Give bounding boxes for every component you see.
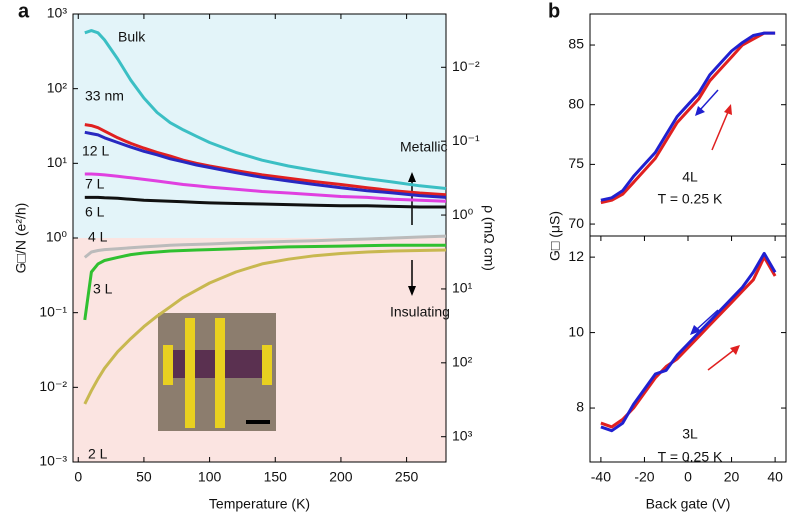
series-label: 2 L: [88, 446, 108, 462]
annotation: T = 0.25 K: [658, 449, 723, 465]
x-tick-label: 250: [395, 469, 419, 485]
x-tick-label: 100: [198, 469, 222, 485]
y2-tick-label: 10⁻²: [452, 58, 480, 74]
x-tick-label: -20: [634, 469, 654, 485]
series-line: [84, 195, 446, 209]
y2-tick-label: 10⁰: [452, 206, 474, 222]
arrows: [408, 89, 740, 371]
series-line: [83, 248, 447, 405]
panel-label: b: [548, 0, 560, 22]
y-tick-label: 10⁻¹: [39, 303, 67, 319]
y-axis-label: G□/N (e²/h): [13, 203, 29, 274]
x-axis-label: Back gate (V): [646, 496, 731, 512]
annotation: Insulating: [390, 304, 450, 320]
y-tick-label: 10⁻³: [39, 453, 67, 469]
x-tick-label: 150: [264, 469, 288, 485]
y-tick-label: 10²: [47, 79, 68, 95]
y2-tick-label: 10²: [452, 354, 473, 370]
y-tick-label: 8: [576, 399, 584, 415]
x-tick-label: 50: [136, 469, 152, 485]
y-tick-label: 80: [568, 95, 584, 111]
x-tick-label: 20: [724, 469, 740, 485]
x-tick-label: 0: [684, 469, 692, 485]
y-tick-label: 85: [568, 36, 584, 52]
y-tick-label: 10³: [47, 5, 68, 21]
x-tick-label: 40: [767, 469, 783, 485]
series-line: [600, 251, 777, 433]
inset-image: [158, 313, 276, 431]
series-line: [600, 31, 776, 202]
y-tick-label: 10¹: [47, 154, 68, 170]
y-tick-label: 70: [568, 215, 584, 231]
y-axis-label: G□ (μS): [547, 211, 563, 261]
x-tick-label: 200: [329, 469, 353, 485]
series-label: 12 L: [82, 143, 109, 159]
y-tick-label: 75: [568, 155, 584, 171]
y-tick-label: 12: [568, 248, 584, 264]
series-label: 33 nm: [85, 88, 124, 104]
y-tick-label: 10⁻²: [39, 378, 67, 394]
series-label: 4 L: [88, 229, 108, 245]
series-label: Bulk: [118, 29, 146, 45]
y2-tick-label: 10³: [452, 427, 473, 443]
series-line: [84, 130, 447, 199]
series-line: [83, 234, 447, 259]
series-line: [600, 31, 776, 205]
series-label: 6 L: [85, 204, 105, 220]
series-line: [84, 123, 447, 197]
y-tick-label: 10: [568, 323, 584, 339]
x-axis-label: Temperature (K): [209, 496, 310, 512]
annotation: 3L: [682, 426, 698, 442]
y2-tick-label: 10¹: [452, 280, 473, 296]
series-line: [84, 172, 447, 203]
panel-label: a: [18, 0, 30, 22]
annotation: 4L: [682, 169, 698, 185]
annotation: T = 0.25 K: [658, 191, 723, 207]
series-line: [84, 29, 447, 190]
series-label: 7 L: [85, 176, 105, 192]
y-tick-label: 10⁰: [46, 229, 68, 245]
y2-axis-label: ρ (mΩ cm): [481, 205, 497, 271]
x-tick-label: 0: [74, 469, 82, 485]
series-line: [83, 243, 446, 321]
series-label: 3 L: [93, 281, 113, 297]
x-tick-label: -40: [591, 469, 611, 485]
y2-tick-label: 10⁻¹: [452, 132, 480, 148]
annotation: Metallic: [400, 139, 447, 155]
